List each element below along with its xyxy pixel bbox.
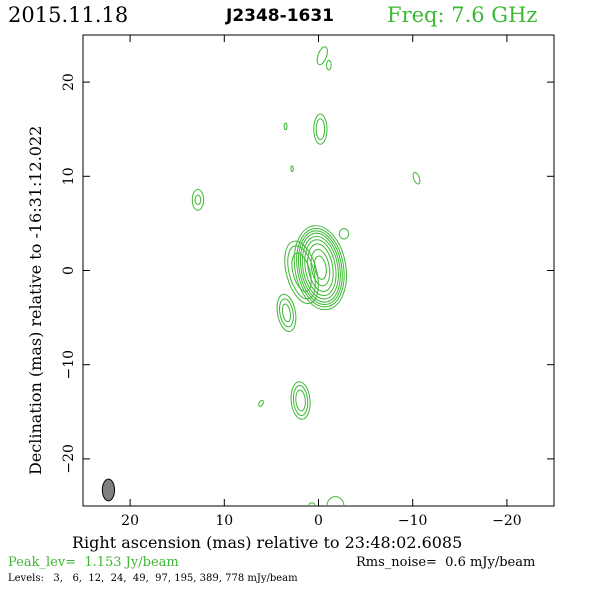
observation-date: 2015.11.18 — [8, 3, 128, 27]
contour-nw-small — [338, 228, 350, 240]
contour-n-dot2 — [290, 165, 294, 173]
contour-far-n-tail — [326, 59, 332, 71]
contour-n-knot — [315, 118, 326, 141]
y-tick-label: 0 — [61, 266, 77, 275]
contour-s-knot — [292, 384, 309, 417]
contour-s-dot — [258, 399, 264, 407]
rms-noise: Rms_noise= 0.6 mJy/beam — [356, 555, 535, 570]
contour-s-knot — [290, 381, 311, 420]
contour-far-n — [316, 46, 328, 66]
y-tick-label: −10 — [61, 350, 77, 380]
y-axis-label: Declination (mas) relative to -16:31:12.… — [26, 126, 45, 475]
contour-core-ext-sw — [291, 252, 312, 293]
contour-core — [296, 228, 345, 308]
contour-w-blob — [412, 171, 421, 185]
y-tick-label: 10 — [61, 167, 77, 185]
beam-ellipse — [101, 478, 116, 502]
contour-core-ext-sw — [284, 240, 319, 305]
contour-sw-knot — [279, 298, 294, 328]
contour-core — [313, 255, 327, 280]
contour-n-knot — [313, 113, 328, 145]
x-axis-label: Right ascension (mas) relative to 23:48:… — [72, 533, 462, 552]
contour-core — [301, 235, 339, 300]
contour-core — [310, 249, 331, 287]
contour-core-ext-sw — [287, 245, 316, 300]
contour-s-knot — [295, 389, 306, 412]
plot-frame — [82, 34, 555, 507]
contour-core — [304, 239, 337, 297]
x-tick-label: −10 — [398, 513, 428, 529]
peak-level: Peak_lev= 1.153 Jy/beam — [8, 555, 179, 570]
contour-lines — [191, 46, 421, 506]
frequency-label: Freq: 7.6 GHz — [387, 3, 537, 27]
contour-e-blob — [191, 188, 205, 211]
contour-n-dot1 — [283, 122, 288, 131]
x-tick-labels: 20 10 0 −10 −20 — [121, 513, 521, 529]
x-tick-label: 20 — [121, 513, 139, 529]
y-tick-labels: 20 10 0 −10 −20 — [61, 73, 77, 473]
axis-ticks — [83, 35, 554, 506]
contour-bottom-dot — [308, 502, 316, 506]
contour-core — [298, 230, 343, 306]
contour-sw-knot — [276, 293, 297, 333]
contour-levels: Levels: 3, 6, 12, 24, 49, 97, 195, 389, … — [8, 573, 298, 584]
x-tick-label: 0 — [314, 513, 323, 529]
source-name: J2348-1631 — [225, 6, 334, 26]
x-tick-label: 10 — [215, 513, 233, 529]
contour-core — [299, 232, 341, 303]
contour-e-blob — [194, 194, 202, 206]
contour-sw-knot — [281, 303, 291, 323]
contour-bottom-blob — [326, 496, 345, 506]
contour-core — [293, 225, 347, 311]
y-tick-label: −20 — [61, 444, 77, 474]
contour-core — [307, 243, 334, 292]
x-tick-label: −20 — [492, 513, 522, 529]
y-tick-label: 20 — [61, 73, 77, 91]
